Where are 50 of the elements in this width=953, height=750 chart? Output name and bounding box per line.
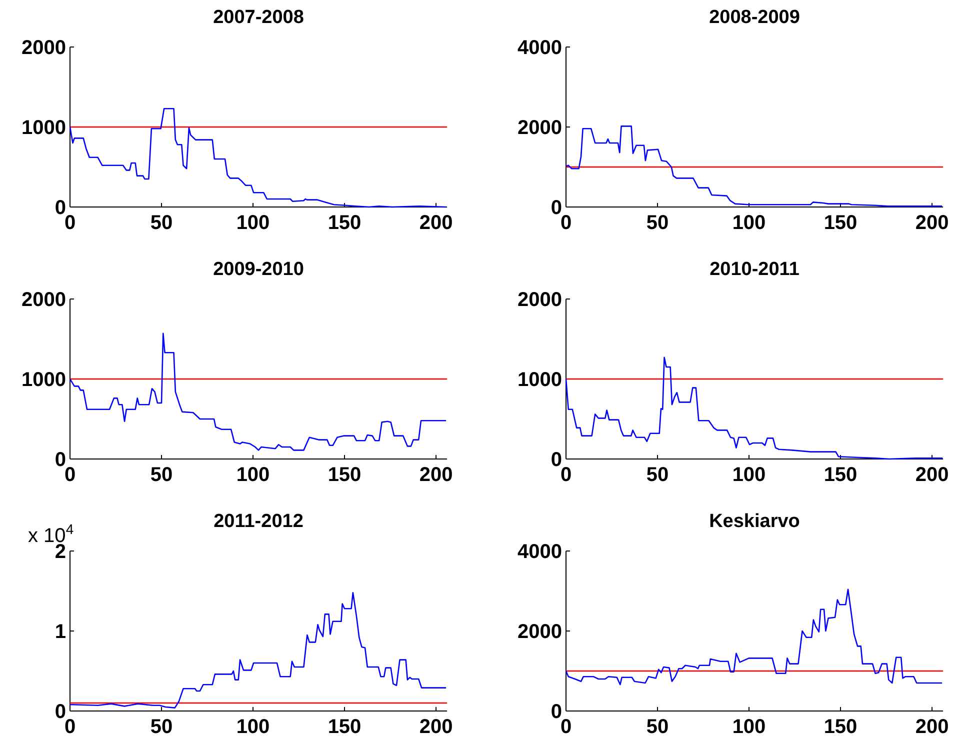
x-tick-label: 50 [646, 212, 669, 234]
y-tick-label: 4000 [518, 37, 562, 59]
line-series [69, 332, 447, 451]
y-tick-label: 0 [54, 701, 66, 723]
line-series [565, 588, 943, 686]
chart-title: 2008-2009 [709, 7, 800, 28]
y-tick-label: 0 [54, 449, 66, 471]
line-series [69, 592, 447, 708]
chart-title: 2010-2011 [710, 259, 800, 280]
y-tick-label: 2000 [22, 37, 66, 59]
y-tick-label: 2000 [518, 289, 562, 311]
y-tick-label: 1000 [22, 369, 66, 391]
y-tick-label: 4000 [518, 541, 562, 563]
chart-title: 2011-2012 [214, 511, 304, 532]
x-tick-label: 150 [328, 464, 362, 486]
x-tick-label: 50 [150, 464, 173, 486]
y-tick-label: 2000 [22, 289, 66, 311]
x-tick-label: 200 [419, 464, 453, 486]
chart-title: Keskiarvo [709, 511, 800, 532]
y-tick-label: 2000 [518, 621, 562, 643]
x-tick-label: 100 [236, 464, 270, 486]
y-tick-label: 1000 [22, 117, 66, 139]
x-tick-label: 150 [824, 212, 858, 234]
x-tick-label: 50 [150, 212, 173, 234]
x-tick-label: 50 [646, 716, 669, 738]
x-tick-label: 150 [328, 716, 362, 738]
y-tick-label: 1000 [518, 369, 562, 391]
y-tick-label: 0 [550, 197, 562, 219]
y-tick-label: 2000 [518, 117, 562, 139]
x-tick-label: 100 [732, 464, 766, 486]
x-tick-label: 200 [915, 464, 949, 486]
x-tick-label: 100 [732, 716, 766, 738]
y-tick-label: 0 [550, 449, 562, 471]
x-tick-label: 200 [419, 212, 453, 234]
x-tick-label: 100 [732, 212, 766, 234]
x-tick-label: 50 [150, 716, 173, 738]
x-tick-label: 150 [328, 212, 362, 234]
x-tick-label: 200 [915, 716, 949, 738]
x-tick-label: 200 [419, 716, 453, 738]
x-tick-label: 150 [824, 716, 858, 738]
chart-title: 2007-2008 [213, 7, 304, 28]
y-tick-label: 0 [54, 197, 66, 219]
y-tick-label: 1 [54, 621, 66, 643]
x-tick-label: 100 [236, 716, 270, 738]
y-tick-label: 0 [550, 701, 562, 723]
x-tick-label: 150 [824, 464, 858, 486]
x-tick-label: 200 [915, 212, 949, 234]
x-tick-label: 100 [236, 212, 270, 234]
x-tick-label: 50 [646, 464, 669, 486]
chart-title: 2009-2010 [213, 259, 304, 280]
